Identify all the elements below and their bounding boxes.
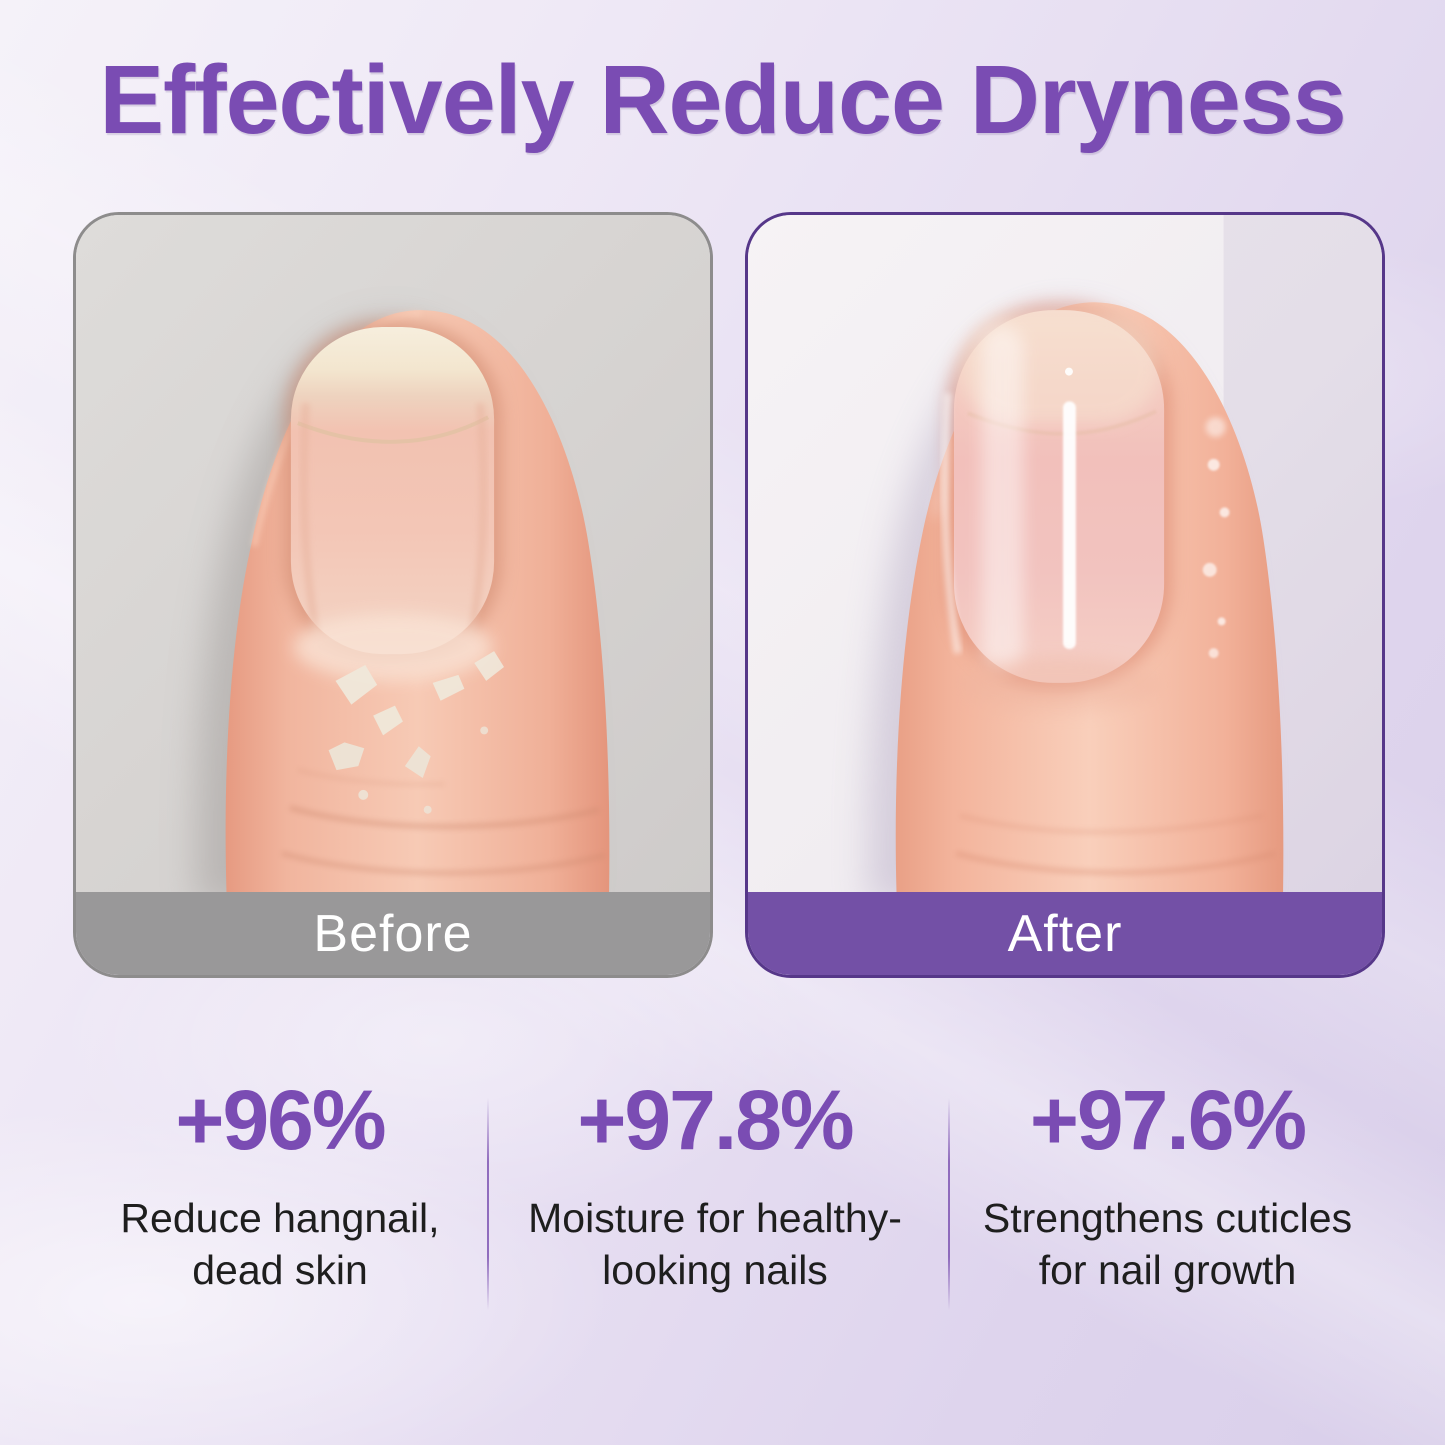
- before-photo: [76, 215, 710, 892]
- stat-hangnail: +96% Reduce hangnail, dead skin: [60, 1078, 500, 1297]
- page-title: Effectively Reduce Dryness: [99, 45, 1346, 154]
- stat-moisture-value: +97.8%: [577, 1073, 854, 1167]
- stat-hangnail-caption: Reduce hangnail, dead skin: [120, 1195, 440, 1294]
- stat-divider-2: [948, 1098, 950, 1310]
- after-label: After: [1007, 904, 1123, 963]
- before-banner: Before: [76, 892, 710, 975]
- after-photo: [748, 215, 1382, 892]
- stat-cuticles: +97.6% Strengthens cuticles for nail gro…: [945, 1078, 1390, 1297]
- stat-divider-1: [487, 1098, 489, 1310]
- before-label: Before: [313, 904, 473, 963]
- after-card: After: [745, 212, 1385, 978]
- after-finger-illustration: [748, 215, 1382, 892]
- before-card: Before: [73, 212, 713, 978]
- stat-moisture-caption: Moisture for healthy- looking nails: [528, 1195, 902, 1294]
- stat-cuticles-caption: Strengthens cuticles for nail growth: [982, 1195, 1353, 1294]
- before-finger-illustration: [76, 215, 710, 892]
- stat-hangnail-value: +96%: [175, 1073, 386, 1167]
- stat-cuticles-value: +97.6%: [1029, 1073, 1307, 1167]
- after-banner: After: [748, 892, 1382, 975]
- stat-moisture: +97.8% Moisture for healthy- looking nai…: [500, 1078, 930, 1297]
